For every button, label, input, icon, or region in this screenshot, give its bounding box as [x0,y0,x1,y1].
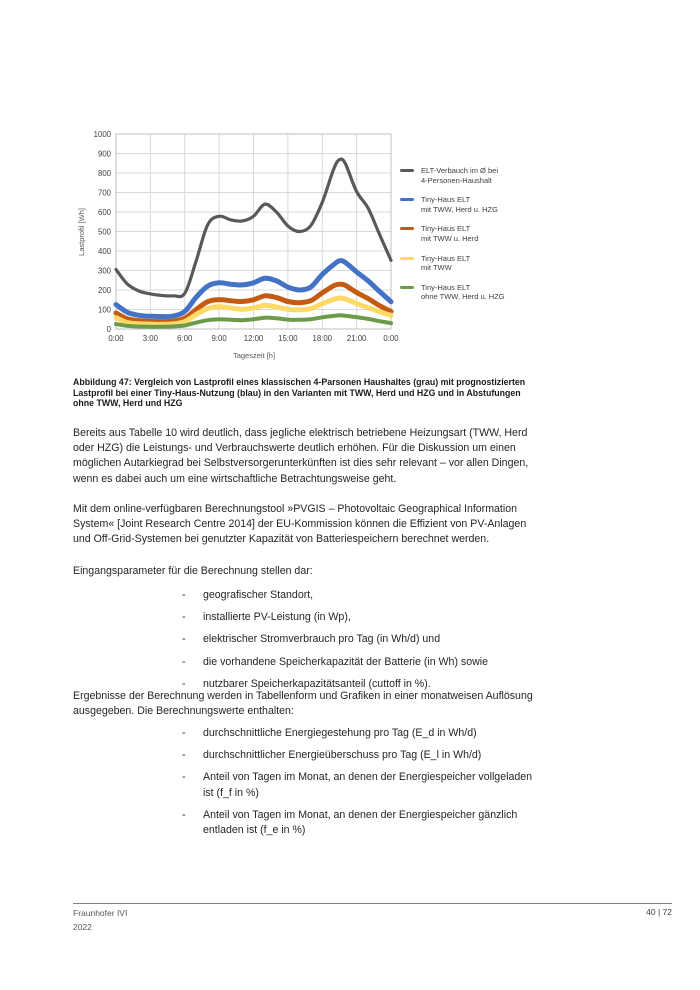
y-tick-label: 800 [98,169,112,178]
y-tick-label: 200 [98,286,112,295]
bullet-item: - Anteil von Tagen im Monat, an denen der… [182,808,542,838]
legend-label: Tiny-Haus ELT mit TWW, Herd u. HZG [421,195,498,214]
footer-page-number: 40 | 72 [646,907,672,917]
legend-swatch [400,256,414,260]
x-tick-label: 0:00 [108,334,124,343]
bullet-text: elektrischer Stromverbrauch pro Tag (in … [203,633,441,646]
series-line [114,313,393,329]
bullet-dash: - [182,589,186,601]
bullet-item: - nutzbarer Speicherkapazitätsanteil (cut… [182,677,542,692]
y-tick-label: 700 [98,188,112,197]
paragraph: Eingangsparameter für die Berechnung ste… [73,565,313,577]
paragraph: Mit dem online-verfügbaren Berechnungsto… [73,503,527,546]
bullet-text: durchschnittliche Energiegestehung pro T… [203,727,477,739]
x-tick-label: 12:00 [244,334,264,343]
x-tick-label: 18:00 [312,334,332,343]
series-line [114,157,393,299]
x-tick-label: 9:00 [212,334,228,343]
y-axis-title: Lastprofil [Wh] [77,208,86,256]
series-line [113,281,394,325]
chart-legend: ELT-Verbauch im Ø bei 4-Personen-Haushalt… [400,166,580,312]
bullet-dash: - [182,727,186,739]
x-tick-label: 6:00 [177,334,193,343]
y-tick-label: 500 [98,227,112,236]
series-line [113,258,394,320]
y-tick-label: 900 [98,149,112,158]
legend-swatch [400,198,414,202]
paragraph: Ergebnisse der Berechnung werden in Tabe… [73,690,533,718]
bullet-dash: - [182,655,186,668]
y-tick-label: 300 [98,266,112,275]
y-tick-label: 0 [107,325,112,334]
bullet-text: durchschnittlicher Energieüberschuss pro… [203,749,482,762]
bullet-item: - durchschnittliche Energiegestehung pro … [182,726,542,741]
bullet-text: Anteil von Tagen im Monat, an denen der … [203,808,518,837]
bullet-dash: - [182,749,186,762]
y-tick-label: 1000 [94,130,112,139]
bullet-item: - elektrischer Stromverbrauch pro Tag (in… [182,632,542,647]
x-axis-title: Tageszeit [h] [232,351,276,360]
bullet-dash: - [182,808,186,821]
bullet-dash: - [182,677,186,690]
bullet-text: geografischer Standort, [203,589,314,601]
bullet-item: - installierte PV-Leistung (in Wp), [182,610,542,625]
footer-rule [73,903,672,904]
bullet-item: - durchschnittlicher Energieüberschuss pr… [182,748,542,763]
bullet-text: Anteil von Tagen im Monat, an denen der … [203,771,533,799]
x-tick-label: 15:00 [278,334,298,343]
legend-label: Tiny-Haus ELT mit TWW u. Herd [421,224,479,243]
bullet-dash: - [182,611,186,624]
legend-swatch [400,227,414,231]
footer-year: 2022 [73,921,92,932]
legend-label: Tiny-Haus ELT ohne TWW, Herd u. HZG [421,282,505,302]
input-parameters-list: - geografischer Standort, - installierte PV… [182,588,542,699]
x-tick-label: 21:00 [347,334,367,343]
load-profile-line-chart: 0 100 200 300 400 500 600 700 800 900 1000 0:00 3:00… [94,130,400,343]
y-tick-label: 600 [98,208,112,217]
legend-label: ELT-Verbauch im Ø bei 4-Personen-Haushalt [421,166,498,185]
legend-item: Tiny-Haus ELT mit TWW [400,254,580,273]
bullet-text: installierte PV-Leistung (in Wp), [203,611,351,624]
paragraph: Bereits aus Tabelle 10 wird deutlich, da… [73,427,529,485]
bullet-dash: - [182,771,186,784]
bullet-item: - Anteil von Tagen im Monat, an denen der… [182,770,542,800]
legend-label: Tiny-Haus ELT mit TWW [421,253,471,273]
series-line [113,295,394,327]
bullet-item: - die vorhandene Speicherkapazität der Ba… [182,655,542,670]
figure-47: 0 100 200 300 400 500 600 700 800 900 1000 0:00 3:00… [73,127,613,372]
x-tick-label: 0:00 [383,334,399,343]
y-tick-label: 400 [98,247,112,256]
bullet-item: - geografischer Standort, [182,588,542,603]
legend-swatch [400,169,414,172]
legend-item: Tiny-Haus ELT mit TWW, Herd u. HZG [400,195,580,214]
footer-org: Fraunhofer IVI [73,908,128,918]
figure-caption: Abbildung 47: Vergleich von Lastprofil e… [73,377,526,409]
legend-item: Tiny-Haus ELT ohne TWW, Herd u. HZG [400,283,580,302]
legend-item: Tiny-Haus ELT mit TWW u. Herd [400,224,580,243]
result-values-list: - durchschnittliche Energiegestehung pro … [182,726,542,845]
footer-org-block: Fraunhofer IVI 2022 [73,907,127,934]
plot-border [115,133,392,330]
bullet-dash: - [182,633,186,646]
bullet-text: die vorhandene Speicherkapazität der Bat… [203,655,489,668]
y-tick-label: 100 [98,305,112,314]
legend-item: ELT-Verbauch im Ø bei 4-Personen-Haushalt [400,166,580,185]
legend-swatch [400,285,414,289]
x-tick-label: 3:00 [143,334,159,343]
bullet-text: nutzbarer Speicherkapazitätsanteil (cutt… [203,677,431,690]
